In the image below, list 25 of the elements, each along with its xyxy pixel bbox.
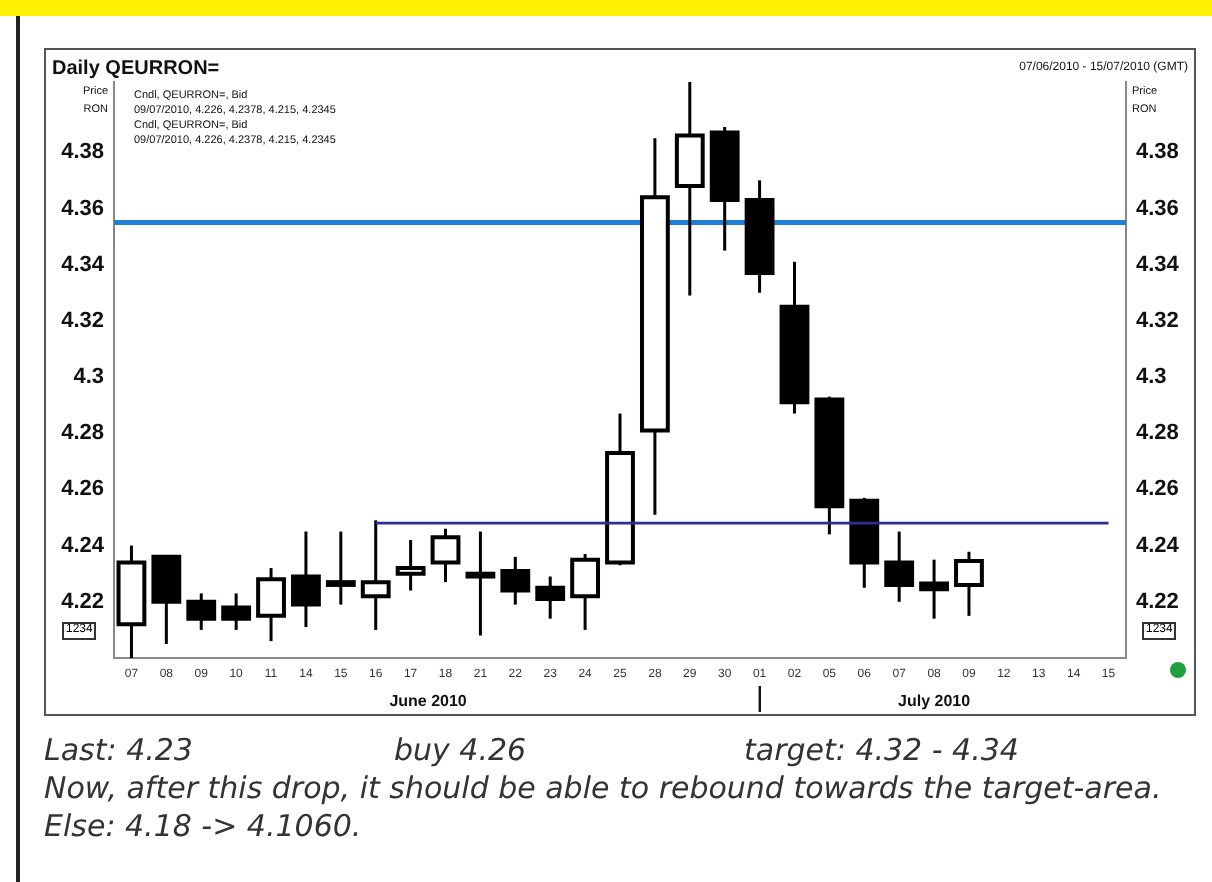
text: target: 4.32 - 4.34 xyxy=(744,732,1021,770)
text: July 2010 xyxy=(898,692,972,710)
y2-tick-label: 4.34 xyxy=(1136,252,1181,277)
y2-tick-label: 4.38 xyxy=(1136,140,1179,165)
text: Now, after this drop, it should be able to rebound towards the target-area. Else: 4.18 -> 4.1060. xyxy=(44,770,1164,846)
y-tick-label: 4.28 xyxy=(61,421,104,446)
y2-tick-label: 4.22 xyxy=(1136,589,1179,614)
y-tick-label: 4.3 xyxy=(73,365,104,390)
y2-tick-label: 4.26 xyxy=(1136,477,1179,502)
y2-tick-label: 4.32 xyxy=(1136,308,1179,333)
y2-tick-label: 4.24 xyxy=(1136,533,1181,558)
y-tick-label: 4.26 xyxy=(61,477,104,502)
y-tick-label: 4.22 xyxy=(61,589,104,614)
y-tick-label: 4.34 xyxy=(61,252,106,277)
text: buy 4.26 xyxy=(394,732,529,770)
text: June 2010 xyxy=(389,692,468,710)
y-tick-label: 4.32 xyxy=(61,308,104,333)
y-tick-label: 4.38 xyxy=(61,140,104,165)
y2-tick-label: 4.3 xyxy=(1136,365,1167,390)
y-tick-label: 4.36 xyxy=(61,196,104,221)
y2-tick-label: 4.28 xyxy=(1136,421,1179,446)
chart-title: Daily QEURRON= xyxy=(52,58,220,80)
text: Last: 4.23 xyxy=(44,732,195,770)
y-tick-label: 4.24 xyxy=(61,533,106,558)
y2-tick-label: 4.36 xyxy=(1136,196,1179,221)
